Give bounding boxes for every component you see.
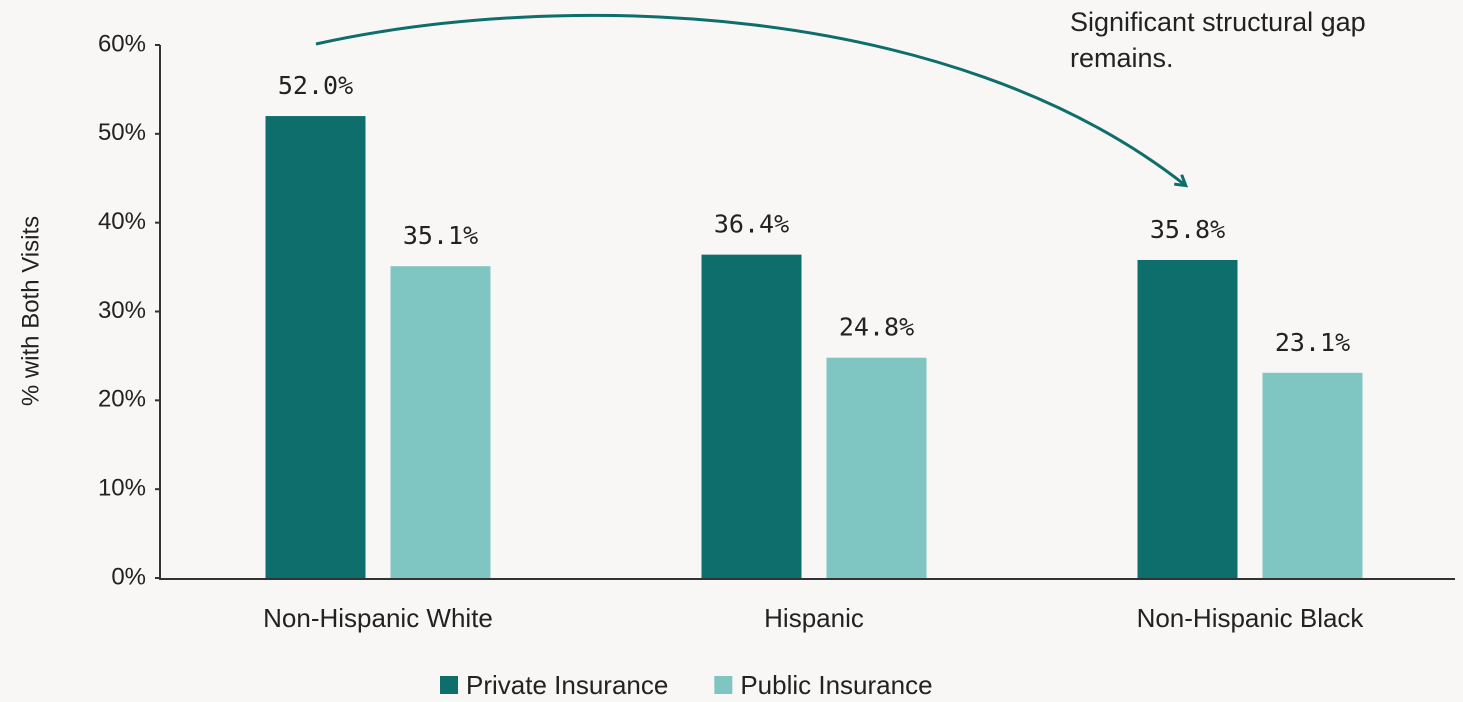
value-label: 24.8% [839, 313, 914, 342]
annotation-arrow [315, 13, 1185, 185]
bar [701, 254, 802, 578]
bar [1262, 372, 1363, 578]
y-axis-label: % with Both Visits [17, 216, 44, 406]
bar [1137, 259, 1238, 578]
value-label: 23.1% [1275, 328, 1350, 357]
y-tick-label: 10% [98, 475, 146, 502]
y-tick-label: 40% [98, 208, 146, 235]
bar [826, 357, 927, 578]
legend-swatch [714, 676, 733, 694]
bar [390, 266, 491, 578]
legend-label: Private Insurance [466, 670, 668, 700]
y-tick-label: 60% [98, 30, 146, 57]
y-tick-label: 30% [98, 297, 146, 324]
y-tick-label: 0% [111, 563, 146, 590]
value-label: 35.8% [1150, 215, 1225, 244]
bar [265, 116, 366, 579]
y-tick-label: 50% [98, 119, 146, 146]
value-label: 35.1% [403, 221, 478, 250]
legend-label: Public Insurance [740, 670, 932, 700]
annotation: Significant structural gap remains. [1070, 7, 1366, 73]
legend-swatch [440, 676, 458, 694]
x-tick-label: Non-Hispanic Black [1137, 603, 1365, 633]
y-tick-label: 20% [98, 386, 146, 413]
x-tick-label: Non-Hispanic White [263, 603, 493, 633]
value-label: 36.4% [714, 210, 789, 239]
value-label: 52.0% [278, 71, 353, 100]
x-tick-label: Hispanic [764, 603, 864, 633]
